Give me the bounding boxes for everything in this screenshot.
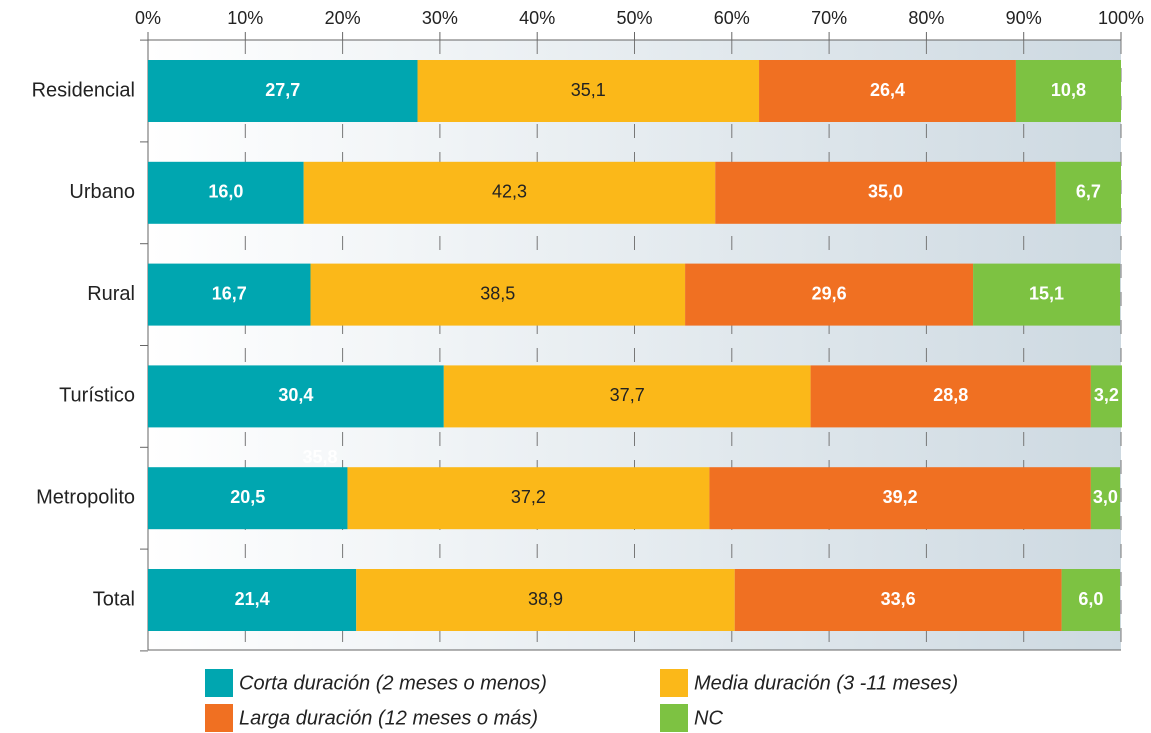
data-label: 38,5 [480, 283, 515, 303]
data-label: 6,0 [1078, 589, 1103, 609]
bar-segment [347, 467, 710, 530]
bar-segment [1061, 569, 1121, 631]
x-tick-label: 90% [1006, 8, 1042, 28]
data-label: 39,2 [883, 487, 918, 507]
data-label: 37,7 [610, 385, 645, 405]
data-label: 38,9 [528, 589, 563, 609]
bar-segment [148, 161, 304, 224]
x-tick-label: 100% [1098, 8, 1144, 28]
bar-segment [709, 467, 1091, 530]
x-tick-label: 20% [325, 8, 361, 28]
data-label: 10,8 [1051, 80, 1086, 100]
bar-segment [148, 569, 357, 631]
data-label: 20,5 [230, 487, 265, 507]
annotation: 35,8 [302, 447, 337, 467]
data-label: 37,2 [511, 487, 546, 507]
data-label: 42,3 [492, 182, 527, 202]
data-label: 21,4 [235, 589, 270, 609]
bar-segment [417, 60, 760, 122]
legend-label: Larga duración (12 meses o más) [239, 707, 538, 729]
data-label: 35,0 [868, 182, 903, 202]
bar-segment [759, 60, 1016, 122]
data-label: 15,1 [1029, 283, 1064, 303]
data-label: 16,0 [208, 182, 243, 202]
legend-label: Media duración (3 -11 meses) [694, 672, 958, 694]
y-tick-label: Residencial [32, 79, 135, 101]
bar-segment [810, 365, 1091, 428]
bar-segment [148, 263, 311, 326]
x-tick-label: 60% [714, 8, 750, 28]
x-tick-label: 70% [811, 8, 847, 28]
legend-label: NC [694, 707, 723, 729]
bar-segment [443, 365, 811, 428]
bar-segment [1015, 60, 1121, 122]
data-label: 3,0 [1093, 487, 1118, 507]
x-tick-label: 30% [422, 8, 458, 28]
data-label: 27,7 [265, 80, 300, 100]
bar-segment [148, 60, 418, 122]
legend-label: Corta duración (2 meses o menos) [239, 672, 547, 694]
data-label: 16,7 [212, 283, 247, 303]
x-tick-label: 80% [908, 8, 944, 28]
bar-segment [356, 569, 735, 631]
x-tick-label: 10% [227, 8, 263, 28]
data-label: 33,6 [881, 589, 916, 609]
legend-swatch [205, 704, 233, 732]
bar-segment [148, 365, 444, 428]
y-tick-label: Rural [87, 283, 135, 305]
bar-segment [310, 263, 686, 326]
bar-segment [1055, 161, 1121, 224]
x-tick-label: 50% [616, 8, 652, 28]
bar-segment [973, 263, 1121, 326]
y-tick-label: Metropolito [36, 486, 135, 508]
bar-segment [1090, 467, 1121, 530]
bar-segment [734, 569, 1062, 631]
y-tick-label: Urbano [69, 181, 135, 203]
data-label: 29,6 [812, 283, 847, 303]
data-label: 30,4 [278, 385, 313, 405]
data-label: 3,2 [1094, 385, 1119, 405]
data-label: 26,4 [870, 80, 905, 100]
bar-segment [303, 161, 716, 224]
data-label: 28,8 [933, 385, 968, 405]
bar-segment [715, 161, 1056, 224]
legend-swatch [205, 669, 233, 697]
data-label: 6,7 [1076, 182, 1101, 202]
y-tick-label: Total [93, 588, 135, 610]
y-tick-label: Turístico [59, 385, 135, 407]
x-tick-label: 40% [519, 8, 555, 28]
bar-segment [1090, 365, 1122, 428]
x-tick-label: 0% [135, 8, 161, 28]
legend-swatch [660, 704, 688, 732]
data-label: 35,1 [571, 80, 606, 100]
bar-segment [148, 467, 348, 530]
bar-segment [685, 263, 974, 326]
legend-swatch [660, 669, 688, 697]
